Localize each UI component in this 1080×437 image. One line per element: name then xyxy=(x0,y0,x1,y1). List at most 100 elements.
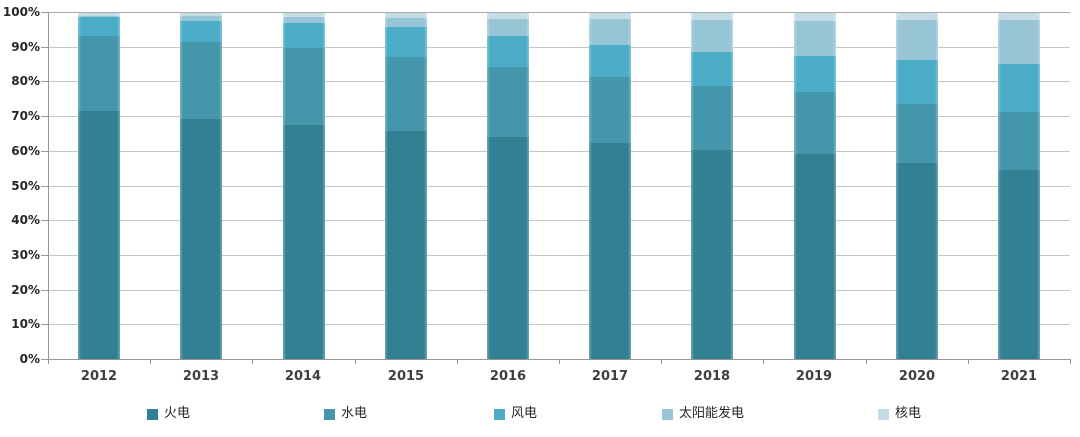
x-axis-tick xyxy=(355,359,356,364)
bar-segment xyxy=(283,48,325,126)
x-axis-tick xyxy=(763,359,764,364)
bar-segment xyxy=(487,35,529,67)
y-axis-label: 10% xyxy=(11,317,40,331)
bar-segment xyxy=(589,76,631,144)
bar-segment xyxy=(78,16,120,18)
legend-item: 太阳能发电 xyxy=(662,404,744,424)
bar-segment xyxy=(896,104,938,163)
gridline xyxy=(48,255,1070,256)
legend-label: 核电 xyxy=(895,406,922,421)
bar-segment xyxy=(487,136,529,359)
x-axis-tick xyxy=(1070,359,1071,364)
y-axis-tick xyxy=(41,81,48,82)
bar-segment xyxy=(794,153,836,359)
bar-segment xyxy=(896,59,938,105)
legend-swatch-icon xyxy=(878,408,889,420)
bar-segment xyxy=(385,57,427,132)
y-axis-label: 30% xyxy=(11,248,40,262)
bar-segment xyxy=(691,20,733,53)
y-axis-tick xyxy=(41,359,48,360)
bar-segment xyxy=(283,23,325,49)
legend-swatch-icon xyxy=(662,408,673,420)
gridline xyxy=(48,290,1070,291)
bar-segment xyxy=(589,44,631,77)
y-axis-label: 0% xyxy=(19,352,40,366)
legend-label: 火电 xyxy=(164,406,191,421)
bar-segment xyxy=(691,85,733,151)
bar xyxy=(998,12,1040,359)
y-axis-tick xyxy=(41,116,48,117)
y-axis-label: 50% xyxy=(11,179,40,193)
x-axis-tick xyxy=(559,359,560,364)
y-axis-label: 70% xyxy=(11,109,40,123)
bar-segment xyxy=(283,125,325,359)
bar-segment xyxy=(78,17,120,36)
x-axis-label: 2014 xyxy=(284,369,322,384)
bar-segment xyxy=(385,17,427,28)
x-axis-tick xyxy=(150,359,151,364)
y-axis-tick xyxy=(41,220,48,221)
gridline xyxy=(48,324,1070,325)
bar-segment xyxy=(283,12,325,18)
bar-segment xyxy=(589,19,631,45)
y-axis-label: 100% xyxy=(2,5,40,19)
bar xyxy=(896,12,938,359)
bar-segment xyxy=(896,162,938,359)
legend-item: 核电 xyxy=(878,404,921,424)
bar xyxy=(180,12,222,359)
gridline xyxy=(48,151,1070,152)
x-axis-label: 2019 xyxy=(795,369,833,384)
legend-label: 水电 xyxy=(341,406,368,421)
bar-segment xyxy=(998,12,1040,20)
bar-segment xyxy=(487,12,529,20)
bar-segment xyxy=(589,143,631,359)
legend-item: 风电 xyxy=(494,404,537,424)
bar-segment xyxy=(794,56,836,93)
x-axis-tick xyxy=(457,359,458,364)
x-axis-label: 2016 xyxy=(489,369,527,384)
legend-swatch-icon xyxy=(494,408,505,420)
gridline xyxy=(48,220,1070,221)
gridline xyxy=(48,186,1070,187)
bar-segment xyxy=(487,19,529,36)
bar-segment xyxy=(385,12,427,18)
bar-segment xyxy=(896,20,938,60)
bar-segment xyxy=(180,20,222,42)
bar xyxy=(283,12,325,359)
bar-segment xyxy=(78,35,120,111)
y-axis-line xyxy=(48,12,49,359)
y-axis-label: 40% xyxy=(11,213,40,227)
bar-segment xyxy=(589,12,631,20)
bar-segment xyxy=(385,27,427,58)
bar-segment xyxy=(998,19,1040,65)
y-axis-tick xyxy=(41,151,48,152)
bar-segment xyxy=(385,131,427,359)
x-axis-label: 2018 xyxy=(693,369,731,384)
x-axis-label: 2015 xyxy=(387,369,425,384)
y-axis-tick xyxy=(41,186,48,187)
bar xyxy=(794,12,836,359)
bar xyxy=(589,12,631,359)
legend-swatch-icon xyxy=(147,408,158,420)
bar-segment xyxy=(691,12,733,21)
bar-segment xyxy=(794,12,836,22)
gridline xyxy=(48,116,1070,117)
x-axis-label: 2021 xyxy=(1000,369,1038,384)
x-axis-tick xyxy=(661,359,662,364)
y-axis-tick xyxy=(41,12,48,13)
y-axis-label: 60% xyxy=(11,144,40,158)
gridline xyxy=(48,47,1070,48)
y-axis-label: 80% xyxy=(11,74,40,88)
legend-label: 风电 xyxy=(511,406,538,421)
y-axis-tick xyxy=(41,324,48,325)
bar-segment xyxy=(998,64,1040,113)
x-axis-tick xyxy=(48,359,49,364)
y-axis-tick xyxy=(41,290,48,291)
bar xyxy=(385,12,427,359)
x-axis-tick xyxy=(252,359,253,364)
bar-segment xyxy=(180,119,222,359)
x-axis-label: 2017 xyxy=(591,369,629,384)
bar xyxy=(691,12,733,359)
bar-segment xyxy=(180,12,222,17)
